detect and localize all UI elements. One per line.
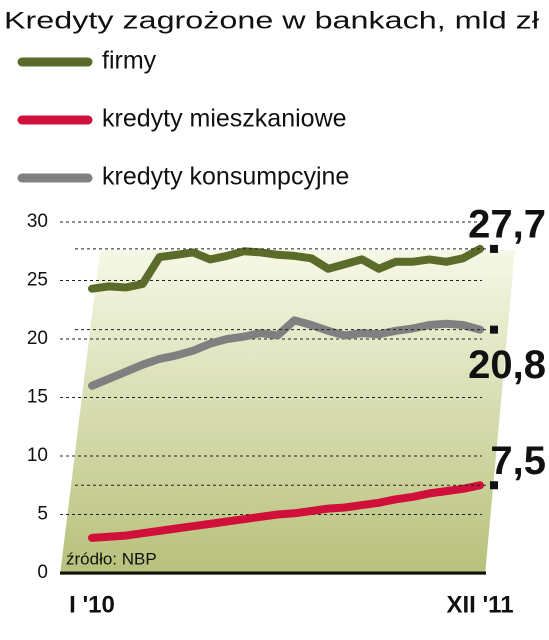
value-marker bbox=[490, 244, 498, 253]
value-marker bbox=[490, 481, 498, 490]
y-tick-label: 5 bbox=[37, 504, 48, 525]
plot-background bbox=[60, 250, 515, 575]
legend-label: kredyty konsumpcyjne bbox=[102, 163, 349, 191]
y-tick-label: 10 bbox=[27, 445, 48, 466]
legend-label: kredyty mieszkaniowe bbox=[102, 105, 347, 133]
source: źródło: NBP bbox=[66, 549, 157, 568]
value-marker bbox=[490, 325, 498, 334]
y-tick-label: 15 bbox=[27, 387, 48, 408]
series-line bbox=[88, 481, 484, 542]
value-label: 7,5 bbox=[490, 439, 546, 483]
y-tick-label: 20 bbox=[27, 328, 48, 349]
x-tick-label: XII '11 bbox=[446, 591, 513, 618]
y-tick-label: 0 bbox=[37, 562, 48, 583]
value-label: 20,8 bbox=[468, 343, 546, 387]
y-tick-label: 30 bbox=[27, 211, 48, 232]
chart-title: Kredyty zagrożone w bankach, mld zł bbox=[4, 7, 540, 34]
series-line bbox=[88, 316, 484, 390]
series-line bbox=[88, 244, 484, 293]
x-tick-label: I '10 bbox=[69, 591, 115, 618]
value-label: 27,7 bbox=[468, 202, 546, 246]
y-tick-label: 25 bbox=[27, 270, 48, 291]
legend-label: firmy bbox=[102, 47, 157, 75]
